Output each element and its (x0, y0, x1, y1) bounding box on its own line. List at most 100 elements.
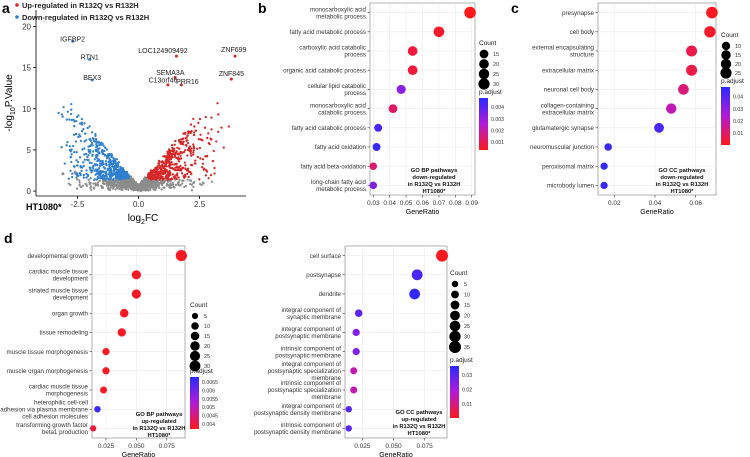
term-label-line: development (53, 276, 89, 283)
volcano-point-up (194, 162, 197, 165)
term-label-line: intrinsic component of (281, 345, 341, 352)
gene-label: PRR16 (176, 79, 199, 86)
volcano-point-ns (79, 185, 83, 189)
volcano-point-up (204, 174, 208, 177)
y-tick-label: 15 (22, 64, 31, 73)
volcano-point-up (189, 152, 192, 155)
term-label: fatty acid oxidation (315, 144, 367, 151)
volcano-point-up (197, 137, 201, 141)
volcano-point-down (73, 120, 76, 123)
volcano-point-up (182, 166, 185, 169)
count-legend-label: 30 (204, 364, 210, 370)
volcano-point-up (182, 132, 185, 135)
volcano-point-down (111, 178, 115, 182)
volcano-point-up (187, 130, 190, 133)
volcano-point-ns (116, 181, 120, 184)
volcano-point-ns (108, 188, 111, 192)
volcano-point-up (217, 130, 220, 134)
term-label-line: catabolic process (318, 109, 366, 116)
gene-label: LOC124909492 (138, 48, 188, 55)
volcano-point-down (82, 164, 85, 168)
term-label: external encapsulating structure (532, 45, 594, 59)
volcano-point-up (162, 155, 165, 158)
volcano-point-up (174, 139, 177, 143)
panel-letter-b: b (258, 0, 267, 16)
volcano-point-ns (146, 182, 150, 186)
x-axis-title-main: log (128, 213, 141, 224)
volcano-point-up (157, 174, 160, 177)
padj-legend-label: 0.004 (202, 422, 215, 428)
volcano-point-up (164, 168, 167, 171)
count-legend-label: 25 (493, 72, 499, 78)
volcano-point-ns (192, 181, 195, 185)
term-label-line: postsynapse (306, 272, 341, 279)
term-label-line: intrinsic component of (281, 422, 341, 429)
term-dot (352, 347, 360, 356)
volcano-point-down (85, 172, 88, 176)
volcano-point-up (156, 165, 159, 168)
volcano-point-up (171, 149, 174, 152)
volcano-point-up (173, 143, 176, 146)
volcano-point-down (82, 161, 85, 164)
padj-legend-label: 0.02 (462, 387, 472, 393)
annotation-text: in R132Q vs R132H (408, 182, 461, 188)
volcano-point-up (174, 54, 178, 58)
x-tick-label: 0.04 (383, 200, 396, 207)
volcano-point-up (171, 153, 174, 156)
count-legend-dot (450, 310, 460, 321)
volcano-point-up (165, 157, 168, 160)
term-label: integral component of synaptic membrane (281, 307, 341, 321)
term-dot (411, 269, 423, 281)
volcano-point-down (116, 176, 119, 179)
volcano-point-down (75, 176, 78, 179)
gene-label: ZNF699 (221, 47, 246, 54)
volcano-point-down (67, 177, 71, 180)
term-dot (131, 270, 141, 280)
volcano-point-ns (156, 180, 160, 183)
volcano-point-down (90, 144, 93, 147)
x-tick-label: 0.025 (354, 443, 371, 450)
legend-marker-down (15, 15, 19, 19)
count-legend-label: 20 (493, 62, 499, 68)
count-legend-label: 5 (204, 314, 207, 320)
volcano-point-ns (93, 187, 96, 190)
term-dot (604, 143, 612, 151)
term-label-line: cardiac muscle tissue (29, 269, 89, 276)
volcano-point-up (158, 166, 162, 170)
volcano-point-up (180, 138, 183, 141)
volcano-point-ns (94, 184, 97, 187)
volcano-point-up (150, 172, 153, 175)
count-legend-label: 25 (464, 324, 470, 330)
x-axis-title: GeneRatio (406, 209, 440, 216)
volcano-point-ns (124, 185, 127, 189)
term-dot (372, 143, 381, 151)
volcano-point-up (216, 102, 219, 105)
volcano-point-ns (122, 179, 125, 182)
volcano-point-ns (119, 179, 122, 183)
volcano-point-ns (78, 183, 81, 187)
term-label-line: integral component of (281, 307, 341, 314)
volcano-point-down (69, 150, 72, 153)
volcano-point-up (198, 146, 202, 150)
volcano-point-down (68, 118, 71, 121)
volcano-point-up (180, 172, 184, 175)
volcano-point-down (113, 169, 116, 173)
volcano-point-up (185, 144, 188, 147)
volcano-point-up (190, 172, 193, 176)
volcano-point-up (186, 172, 189, 176)
count-legend-title: Count (479, 40, 497, 47)
volcano-point-up (192, 151, 195, 154)
term-label: organic acid catabolic process (283, 67, 366, 74)
volcano-point-up (190, 147, 193, 150)
annotation-text: in R132Q vs R132H (656, 182, 709, 188)
term-label: cardiac muscle tissue morphogenesis (29, 384, 89, 398)
volcano-point-up (152, 170, 155, 174)
legend-marker-up (15, 3, 19, 7)
volcano-point-down (114, 163, 118, 167)
padj-legend-label: 0.02 (733, 119, 743, 125)
x-tick-label: 0.050 (385, 443, 402, 450)
volcano-point-up (189, 150, 193, 153)
volcano-point-up (217, 113, 220, 116)
volcano-point-down (57, 111, 60, 115)
